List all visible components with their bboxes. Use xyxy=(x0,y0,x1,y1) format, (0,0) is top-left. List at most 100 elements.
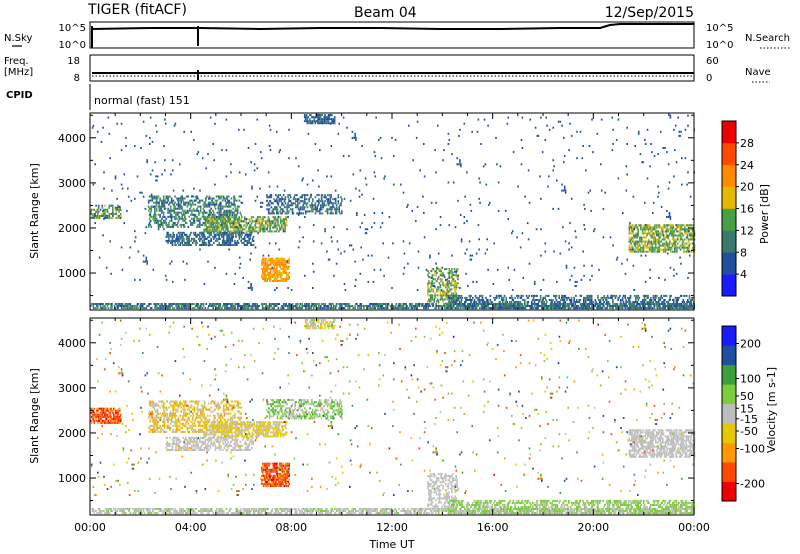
heatmap-cell xyxy=(473,301,476,303)
heatmap-cell xyxy=(161,201,163,204)
heatmap-cell xyxy=(245,307,247,310)
heatmap-cell xyxy=(646,250,648,253)
heatmap-cell xyxy=(182,305,185,307)
heatmap-cell xyxy=(677,246,679,249)
heatmap-cell xyxy=(235,228,237,231)
heatmap-cell xyxy=(203,237,205,240)
heatmap-cell xyxy=(193,237,196,240)
heatmap-cell xyxy=(142,254,145,257)
heatmap-cell xyxy=(211,228,213,231)
heatmap-cell xyxy=(211,197,213,200)
heatmap-cell xyxy=(221,224,223,227)
heatmap-cell xyxy=(440,296,442,299)
heatmap-cell xyxy=(162,225,164,228)
heatmap-cell xyxy=(479,294,481,297)
heatmap-cell xyxy=(341,305,343,307)
heatmap-cell xyxy=(434,286,436,289)
heatmap-cell xyxy=(207,236,209,239)
heatmap-cell xyxy=(184,225,186,228)
heatmap-cell xyxy=(204,244,206,246)
heatmap-cell xyxy=(245,230,248,233)
heatmap-cell xyxy=(109,157,111,160)
heatmap-cell xyxy=(250,222,253,225)
heatmap-cell xyxy=(450,284,452,287)
heatmap-cell xyxy=(314,206,317,209)
heatmap-cell xyxy=(546,307,548,310)
heatmap-cell xyxy=(119,214,122,217)
heatmap-cell xyxy=(659,234,661,237)
heatmap-cell xyxy=(297,303,299,305)
heatmap-cell xyxy=(670,242,673,245)
heatmap-cell xyxy=(467,299,470,301)
heatmap-cell xyxy=(149,173,152,176)
heatmap-cell xyxy=(234,220,236,223)
heatmap-cell xyxy=(284,269,286,272)
heatmap-cell xyxy=(274,276,276,278)
heatmap-cell xyxy=(629,307,632,310)
heatmap-cell xyxy=(600,296,603,299)
heatmap-cell xyxy=(682,305,685,307)
heatmap-cell xyxy=(683,301,685,303)
heatmap-cell xyxy=(337,202,340,205)
heatmap-cell xyxy=(212,228,214,231)
heatmap-cell xyxy=(687,244,690,247)
heatmap-cell xyxy=(680,303,683,305)
heatmap-cell xyxy=(646,301,648,303)
heatmap-cell xyxy=(451,288,453,291)
heatmap-cell xyxy=(659,226,661,229)
heatmap-cell xyxy=(379,305,382,307)
heatmap-cell xyxy=(373,303,376,305)
heatmap-cell xyxy=(175,223,177,226)
heatmap-cell xyxy=(672,230,675,233)
heatmap-cell xyxy=(627,296,629,299)
heatmap-cell xyxy=(331,240,333,243)
heatmap-cell xyxy=(687,224,690,227)
heatmap-cell xyxy=(584,307,587,310)
heatmap-cell xyxy=(120,307,123,310)
heatmap-cell xyxy=(629,224,631,227)
heatmap-cell xyxy=(202,215,205,218)
heatmap-cell xyxy=(326,175,328,178)
heatmap-cell xyxy=(134,197,136,200)
heatmap-cell xyxy=(219,201,222,204)
heatmap-cell xyxy=(202,213,205,216)
heatmap-cell xyxy=(514,301,516,303)
heatmap-cell xyxy=(584,303,586,305)
heatmap-cell xyxy=(193,215,196,218)
heatmap-cell xyxy=(277,224,279,227)
heatmap-cell xyxy=(485,296,487,299)
heatmap-cell xyxy=(326,118,329,121)
heatmap-cell xyxy=(576,301,578,303)
heatmap-cell xyxy=(681,238,683,241)
heatmap-cell xyxy=(254,305,257,307)
heatmap-cell xyxy=(192,213,195,216)
heatmap-cell xyxy=(458,303,461,305)
heatmap-cell xyxy=(163,221,166,224)
heatmap-cell xyxy=(254,224,256,227)
heatmap-cell xyxy=(228,201,231,204)
heatmap-cell xyxy=(619,303,621,305)
heatmap-cell xyxy=(168,221,170,224)
heatmap-cell xyxy=(660,244,662,247)
heatmap-cell xyxy=(321,202,324,205)
heatmap-cell xyxy=(174,239,176,242)
heatmap-cell xyxy=(170,213,173,216)
heatmap-cell xyxy=(125,307,127,310)
heatmap-cell xyxy=(229,239,232,242)
heatmap-cell xyxy=(568,305,570,307)
heatmap-cell xyxy=(500,307,503,310)
heatmap-cell xyxy=(595,301,597,303)
heatmap-cell xyxy=(541,299,544,301)
heatmap-cell xyxy=(340,204,342,207)
heatmap-cell xyxy=(440,274,442,277)
heatmap-cell xyxy=(606,294,609,297)
heatmap-cell xyxy=(177,205,180,208)
heatmap-cell xyxy=(285,218,287,221)
heatmap-cell xyxy=(331,122,333,125)
heatmap-cell xyxy=(570,307,572,310)
heatmap-cell xyxy=(246,303,249,305)
heatmap-cell xyxy=(220,220,222,223)
heatmap-cell xyxy=(559,301,561,303)
heatmap-cell xyxy=(191,199,193,202)
heatmap-cell xyxy=(663,248,666,251)
